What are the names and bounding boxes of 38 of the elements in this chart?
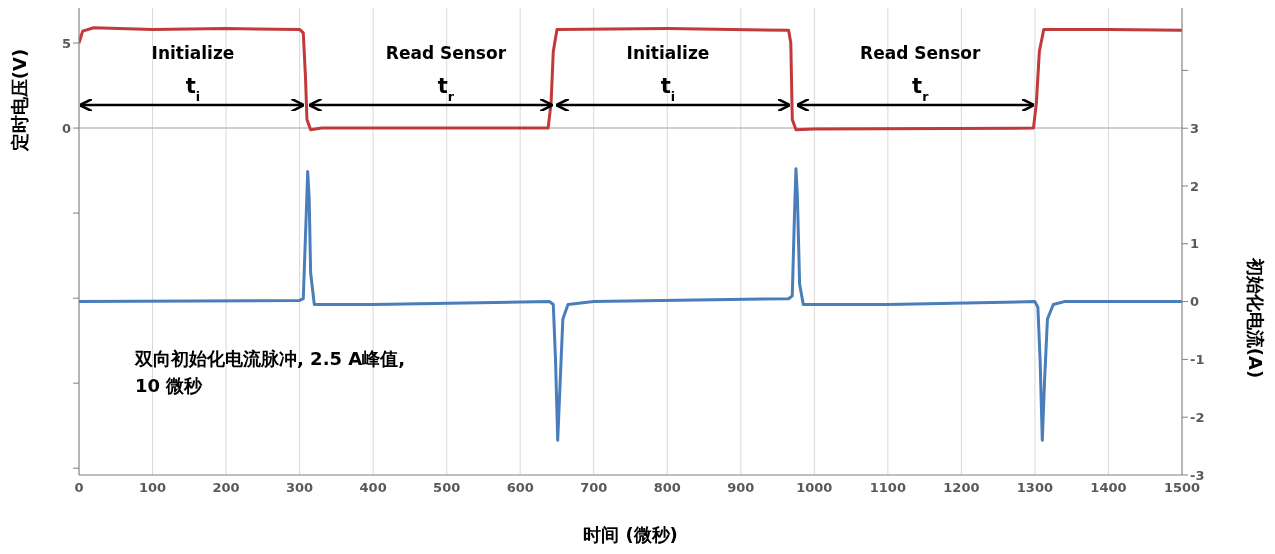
annotation: t$_{i}$ [660, 74, 676, 104]
annotation: Initialize [151, 43, 235, 63]
y2-tick-label: 3 [1190, 120, 1200, 136]
annotation: t$_{r}$ [437, 74, 455, 104]
x-tick-label: 900 [727, 480, 755, 496]
line-series [79, 167, 1182, 442]
x-tick-label: 700 [580, 480, 608, 496]
y-tick-label: 5 [61, 35, 71, 51]
x-tick-label: 1400 [1090, 480, 1127, 496]
x-tick-label: 300 [286, 480, 314, 496]
x-tick-label: 1300 [1016, 480, 1054, 496]
y2-tick-label: -3 [1190, 467, 1205, 483]
annotation: 双向初始化电流脉冲, 2.5 A峰值, 10 微秒 [135, 347, 407, 398]
x-tick-label: 1000 [796, 480, 833, 496]
x-tick-label: 1200 [943, 480, 980, 496]
y2-axis-title: 初始化电流(A) [1244, 257, 1267, 379]
y2-tick-label: 0 [1190, 294, 1200, 310]
y-axis-title: 定时电压(V) [8, 48, 31, 152]
x-tick-label: 600 [506, 480, 534, 496]
x-tick-label: 1500 [1163, 480, 1201, 496]
x-tick-label: 200 [212, 480, 240, 496]
y2-tick-label: 2 [1190, 178, 1200, 194]
annotation: Read Sensor [860, 43, 981, 63]
x-tick-label: 1100 [869, 480, 906, 496]
x-tick-label: 500 [433, 480, 461, 496]
x-tick-label: 800 [653, 480, 681, 496]
y2-tick-label: 1 [1190, 236, 1200, 252]
x-tick-label: 400 [359, 480, 387, 496]
annotation: t$_{r}$ [912, 74, 930, 104]
annotation: t$_{i}$ [185, 74, 201, 104]
x-tick-label: 100 [138, 480, 167, 496]
annotation: Initialize [626, 43, 710, 63]
y2-tick-label: -2 [1190, 409, 1205, 425]
x-axis-title: 时间 (微秒) [582, 523, 679, 547]
y2-tick-label: -1 [1190, 352, 1205, 368]
x-tick-label: 0 [74, 480, 84, 496]
annotation: Read Sensor [385, 43, 507, 63]
line-series [79, 26, 1182, 132]
